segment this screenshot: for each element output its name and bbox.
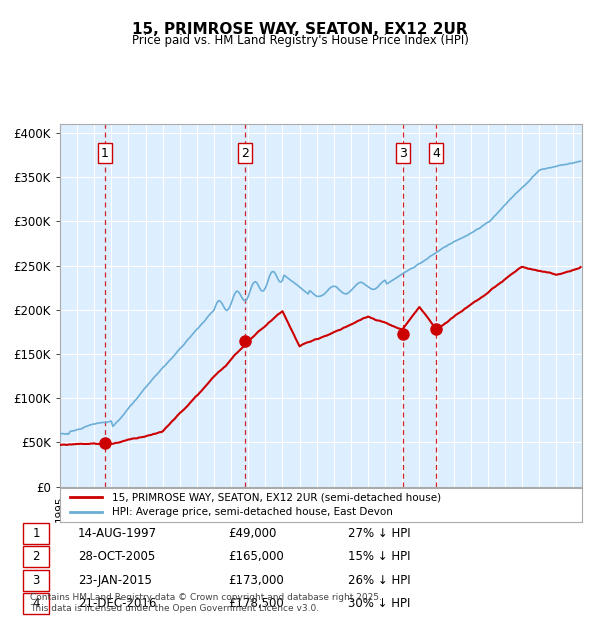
Text: Contains HM Land Registry data © Crown copyright and database right 2025.
This d: Contains HM Land Registry data © Crown c… bbox=[30, 593, 382, 613]
Text: 21-DEC-2016: 21-DEC-2016 bbox=[78, 598, 157, 610]
Text: £173,000: £173,000 bbox=[228, 574, 284, 587]
Text: 15, PRIMROSE WAY, SEATON, EX12 2UR: 15, PRIMROSE WAY, SEATON, EX12 2UR bbox=[132, 22, 468, 37]
Text: 15% ↓ HPI: 15% ↓ HPI bbox=[348, 551, 410, 563]
Text: £49,000: £49,000 bbox=[228, 527, 277, 539]
Text: 3: 3 bbox=[32, 574, 40, 587]
Text: 23-JAN-2015: 23-JAN-2015 bbox=[78, 574, 152, 587]
Text: 4: 4 bbox=[32, 598, 40, 610]
Text: 15, PRIMROSE WAY, SEATON, EX12 2UR (semi-detached house): 15, PRIMROSE WAY, SEATON, EX12 2UR (semi… bbox=[112, 492, 442, 502]
Text: 30% ↓ HPI: 30% ↓ HPI bbox=[348, 598, 410, 610]
Text: 3: 3 bbox=[400, 146, 407, 159]
Text: £165,000: £165,000 bbox=[228, 551, 284, 563]
Text: 1: 1 bbox=[101, 146, 109, 159]
Text: Price paid vs. HM Land Registry's House Price Index (HPI): Price paid vs. HM Land Registry's House … bbox=[131, 34, 469, 47]
Text: HPI: Average price, semi-detached house, East Devon: HPI: Average price, semi-detached house,… bbox=[112, 508, 393, 518]
Text: 27% ↓ HPI: 27% ↓ HPI bbox=[348, 527, 410, 539]
Text: 4: 4 bbox=[432, 146, 440, 159]
Text: 2: 2 bbox=[241, 146, 249, 159]
Text: 1: 1 bbox=[32, 527, 40, 539]
Text: 14-AUG-1997: 14-AUG-1997 bbox=[78, 527, 157, 539]
Text: 2: 2 bbox=[32, 551, 40, 563]
Text: 28-OCT-2005: 28-OCT-2005 bbox=[78, 551, 155, 563]
Text: 26% ↓ HPI: 26% ↓ HPI bbox=[348, 574, 410, 587]
Text: £178,500: £178,500 bbox=[228, 598, 284, 610]
